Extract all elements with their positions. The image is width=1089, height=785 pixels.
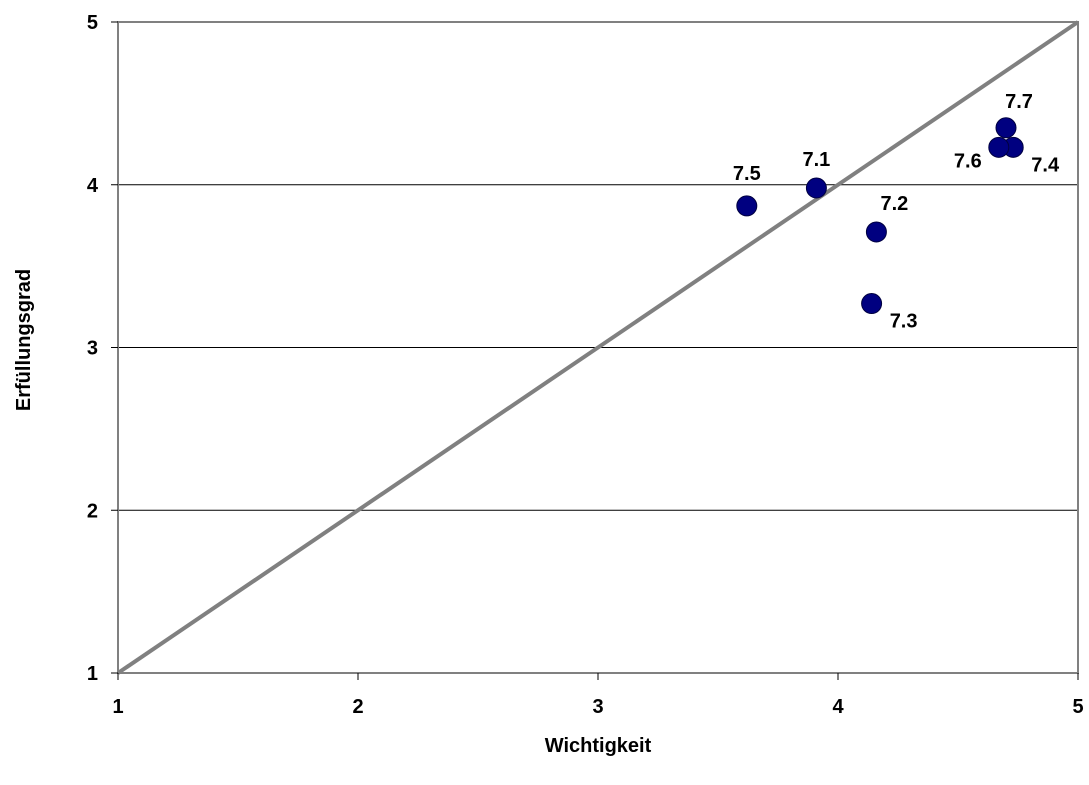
y-tick-label: 1 <box>87 663 98 685</box>
data-point-7-3 <box>861 293 883 315</box>
y-axis-ticks: 1 2 3 4 5 <box>87 12 118 685</box>
data-point-7-7 <box>995 117 1017 139</box>
data-points <box>736 117 1024 315</box>
y-tick-label: 4 <box>87 175 99 197</box>
data-label-7-5: 7.5 <box>733 163 761 185</box>
x-tick-label: 1 <box>112 696 123 718</box>
x-tick-label: 4 <box>832 696 844 718</box>
data-point-7-5 <box>736 195 758 217</box>
y-tick-label: 2 <box>87 500 98 522</box>
data-label-7-6: 7.6 <box>954 150 982 172</box>
data-label-7-1: 7.1 <box>802 149 830 171</box>
data-point-7-1 <box>805 177 827 199</box>
data-point-labels: 7.1 7.2 7.3 7.4 7.5 7.6 7.7 <box>733 91 1060 333</box>
data-point-7-2 <box>865 221 887 243</box>
y-tick-label: 5 <box>87 12 98 34</box>
x-tick-label: 2 <box>352 696 363 718</box>
x-tick-label: 3 <box>592 696 603 718</box>
data-label-7-4: 7.4 <box>1031 154 1060 176</box>
x-axis-title: Wichtigkeit <box>545 735 652 757</box>
x-tick-label: 5 <box>1072 696 1083 718</box>
data-label-7-7: 7.7 <box>1005 91 1033 113</box>
y-axis-title: Erfüllungsgrad <box>13 269 35 411</box>
x-axis-ticks: 1 2 3 4 5 <box>112 673 1084 718</box>
y-tick-label: 3 <box>87 338 98 360</box>
data-point-7-6 <box>988 136 1010 158</box>
data-label-7-2: 7.2 <box>880 193 908 215</box>
data-label-7-3: 7.3 <box>890 311 918 333</box>
diagonal-reference-line <box>116 20 1080 675</box>
